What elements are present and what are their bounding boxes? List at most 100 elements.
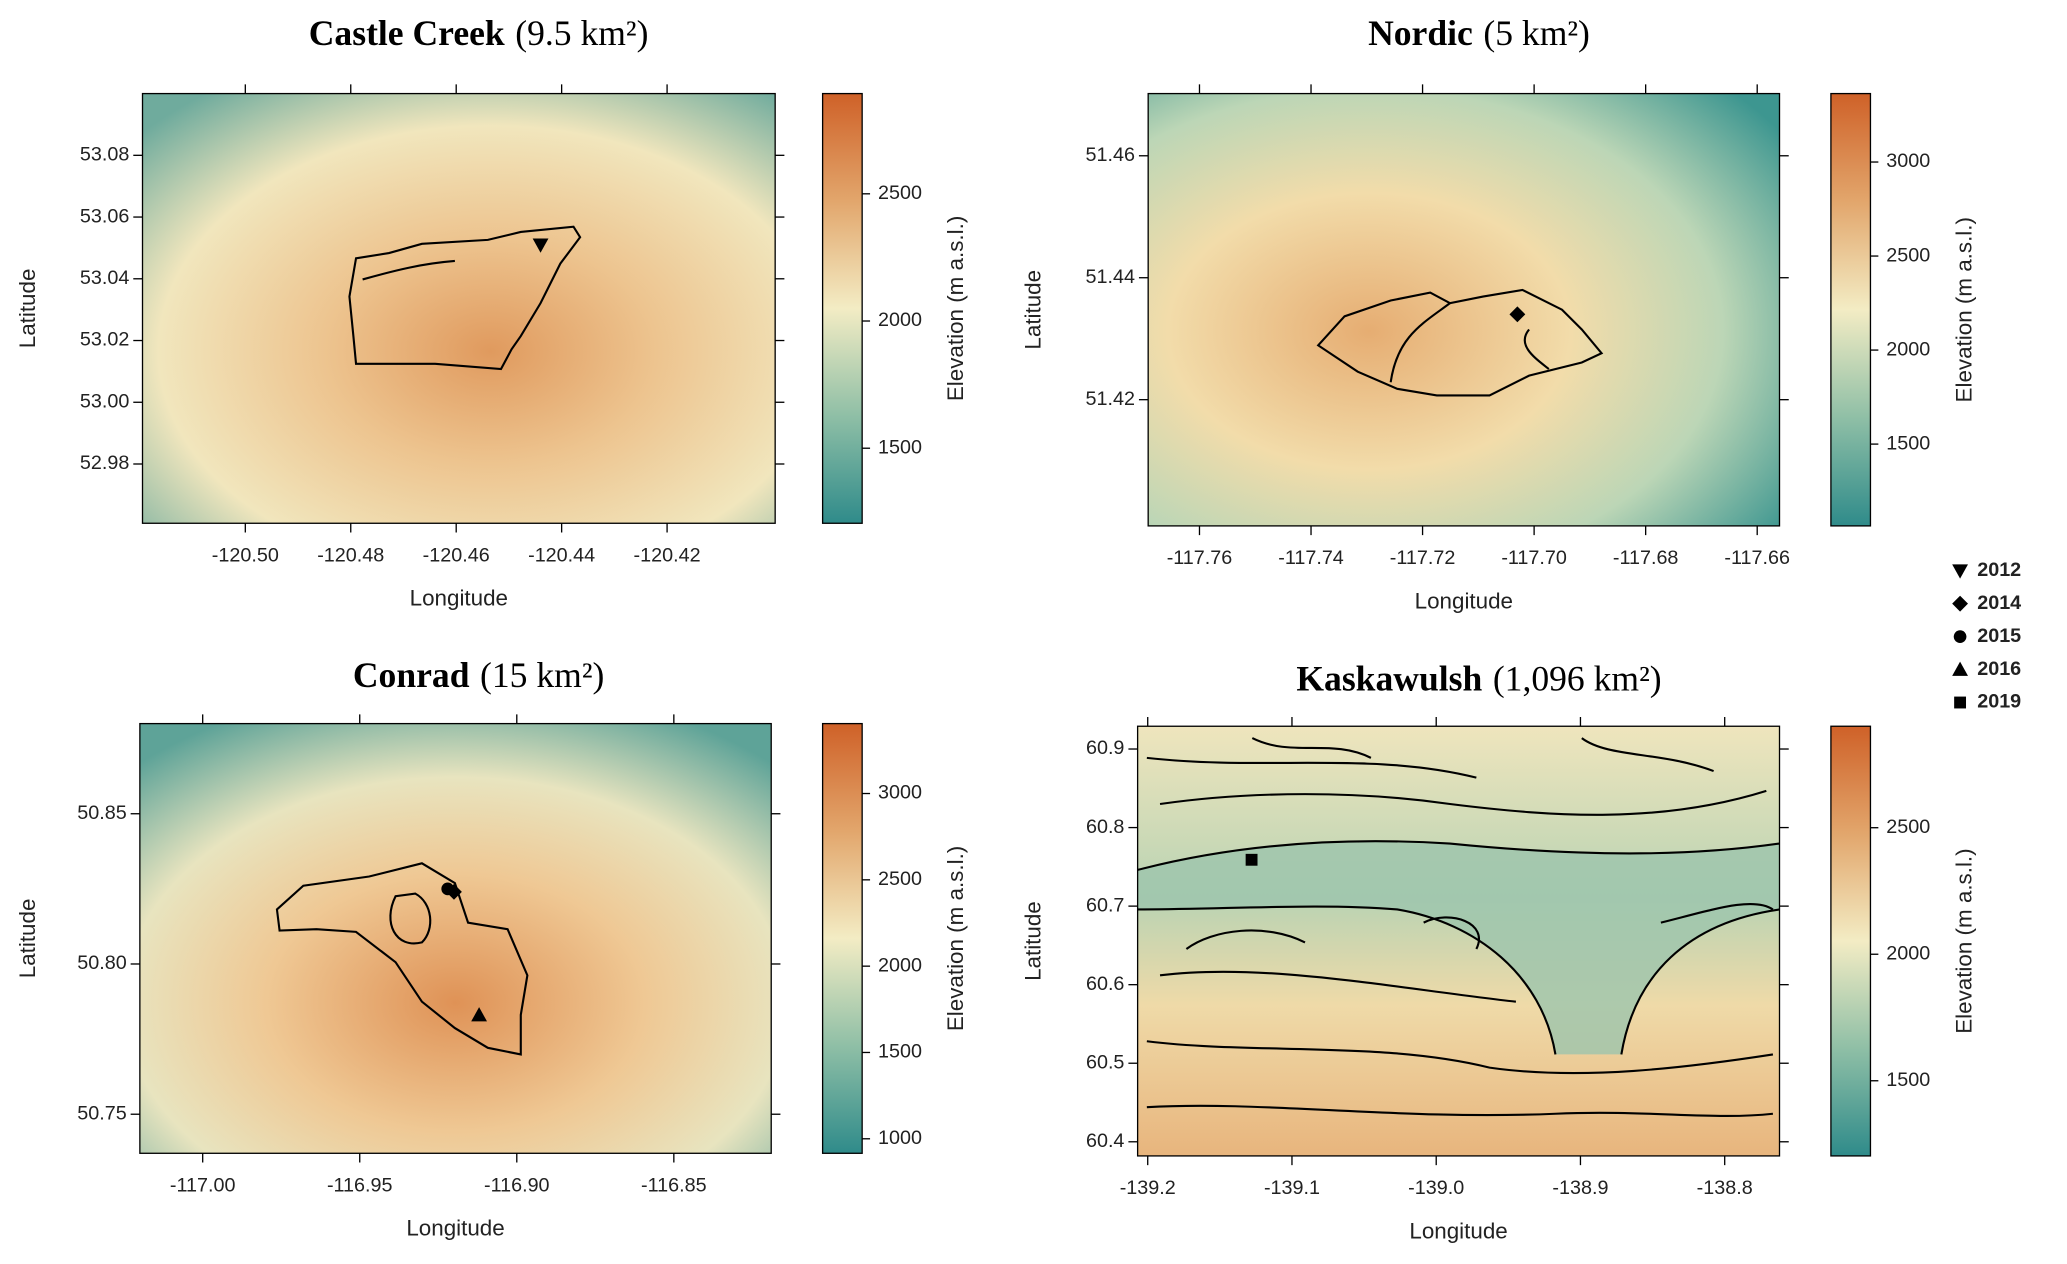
y-tick-label: 51.44	[1086, 266, 1135, 288]
y-axis-label: Latitude	[1021, 901, 1046, 981]
title-area: (1,096 km²)	[1493, 659, 1662, 699]
colorbar-tick-label: 2000	[878, 954, 922, 976]
legend-symbol	[1953, 630, 1967, 643]
colorbar-label: Elevation (m a.s.l.)	[1951, 848, 1976, 1033]
colorbar	[821, 92, 863, 524]
title-name: Castle Creek	[309, 13, 505, 53]
y-axis-label: Latitude	[1021, 270, 1046, 350]
title-name: Nordic	[1368, 13, 1473, 53]
colorbar-label: Elevation (m a.s.l.)	[1951, 217, 1976, 402]
x-tick-label: -117.70	[1501, 547, 1567, 569]
plot-frame	[141, 92, 776, 524]
title-area: (15 km²)	[480, 655, 604, 695]
x-tick-label: -116.95	[327, 1174, 393, 1196]
legend-label: 2019	[1977, 691, 2021, 713]
glacier-outlines	[275, 225, 1780, 1118]
x-tick-label: -116.85	[641, 1174, 707, 1196]
colorbar-tick-label: 2000	[1886, 942, 1930, 964]
map-backgrounds	[139, 93, 1780, 1156]
colorbar-tick-label: 2500	[878, 868, 922, 890]
plot-frame	[1147, 92, 1781, 527]
legend-symbol	[1954, 696, 1967, 709]
y-tick-label: 53.00	[80, 390, 129, 412]
legend-label: 2015	[1977, 625, 2021, 647]
y-tick-label: 60.7	[1086, 894, 1124, 916]
x-tick-label: -139.0	[1408, 1177, 1464, 1199]
colorbar-tick-label: 1500	[878, 436, 922, 458]
map-panel: Castle Creek (9.5 km²) -120.50 -120.48 -120.…	[15, 13, 968, 611]
legend: 2012 2014 2015 2016 2019	[1952, 559, 2021, 713]
colorbar-tick-label: 1500	[878, 1041, 922, 1063]
x-tick-label: -117.76	[1167, 547, 1233, 569]
panel-title: Conrad (15 km²)	[353, 655, 604, 695]
colorbar-tick-label: 2000	[1886, 338, 1930, 360]
valley-glacier	[1137, 841, 1780, 1055]
x-tick-label: -139.2	[1120, 1177, 1176, 1199]
x-tick-label: -116.90	[484, 1174, 550, 1196]
glacier-outline	[275, 862, 529, 1056]
x-tick-label: -120.48	[317, 544, 384, 566]
y-tick-label: 53.04	[80, 267, 129, 289]
survey-marker	[471, 1007, 488, 1022]
colorbar-tick-label: 1000	[878, 1127, 922, 1149]
legend-symbol	[1952, 595, 1968, 612]
y-axis-label: Latitude	[15, 899, 40, 979]
y-tick-label: 60.5	[1086, 1051, 1124, 1073]
x-tick-label: -117.72	[1390, 547, 1456, 569]
panel-title: Nordic (5 km²)	[1368, 13, 1590, 53]
plot-frame	[139, 722, 772, 1154]
x-tick-label: -117.66	[1724, 547, 1790, 569]
legend-symbol	[1952, 661, 1968, 676]
title-name: Kaskawulsh	[1296, 659, 1482, 699]
x-axis-label: Longitude	[1409, 1218, 1507, 1243]
legend-label: 2012	[1977, 559, 2021, 581]
glacier-outline	[1389, 302, 1550, 383]
panel-title: Kaskawulsh (1,096 km²)	[1296, 659, 1661, 699]
elevation-raster	[139, 723, 772, 1154]
colorbar-label: Elevation (m a.s.l.)	[943, 846, 968, 1031]
survey-marker	[446, 883, 462, 900]
x-tick-label: -117.00	[170, 1174, 236, 1196]
panel-title: Castle Creek (9.5 km²)	[309, 13, 649, 53]
y-tick-label: 52.98	[80, 452, 129, 474]
colorbar-tick-label: 2500	[1886, 816, 1930, 838]
y-tick-label: 60.6	[1086, 973, 1124, 995]
x-tick-label: -120.42	[634, 544, 701, 566]
colorbar	[1830, 725, 1872, 1157]
glacier-outline	[1137, 737, 1780, 1118]
x-tick-label: -120.44	[528, 544, 595, 566]
x-tick-label: -117.68	[1613, 547, 1679, 569]
y-tick-label: 51.42	[1086, 388, 1135, 410]
colorbar-tick-label: 2500	[878, 182, 922, 204]
plot-frame	[1136, 725, 1781, 1157]
x-tick-label: -138.9	[1552, 1177, 1608, 1199]
y-tick-label: 60.4	[1086, 1130, 1124, 1152]
y-tick-label: 60.8	[1086, 816, 1124, 838]
y-tick-label: 60.9	[1086, 737, 1124, 759]
legend-label: 2014	[1977, 592, 2021, 614]
elevation-raster	[1148, 93, 1780, 526]
glacier-outline	[1316, 288, 1604, 397]
y-tick-label: 53.08	[80, 144, 129, 166]
legend-symbol	[1952, 564, 1968, 579]
title-area: (9.5 km²)	[515, 13, 648, 53]
colorbar-tick-label: 1500	[1886, 432, 1930, 454]
y-tick-label: 53.06	[80, 205, 129, 227]
survey-marker	[1509, 306, 1526, 323]
x-tick-label: -138.8	[1697, 1177, 1753, 1199]
y-axis-label: Latitude	[15, 269, 40, 349]
glacier-outline	[348, 225, 582, 371]
x-axis-label: Longitude	[410, 586, 508, 611]
map-panel: Nordic (5 km²) -117.76 -117.74 -117.72 -117.7…	[1021, 13, 1977, 613]
map-panel: Conrad (15 km²) -117.00 -116.95 -116.90 -116.…	[15, 655, 968, 1241]
legend-label: 2016	[1977, 658, 2021, 680]
glacier-outline	[362, 259, 455, 281]
colorbar-tick-label: 3000	[1886, 150, 1930, 172]
elevation-raster	[142, 93, 776, 524]
y-tick-label: 53.02	[80, 329, 129, 351]
x-tick-label: -120.50	[212, 544, 279, 566]
y-tick-label: 50.80	[77, 952, 126, 974]
title-area: (5 km²)	[1483, 13, 1590, 53]
survey-marker	[532, 238, 549, 253]
